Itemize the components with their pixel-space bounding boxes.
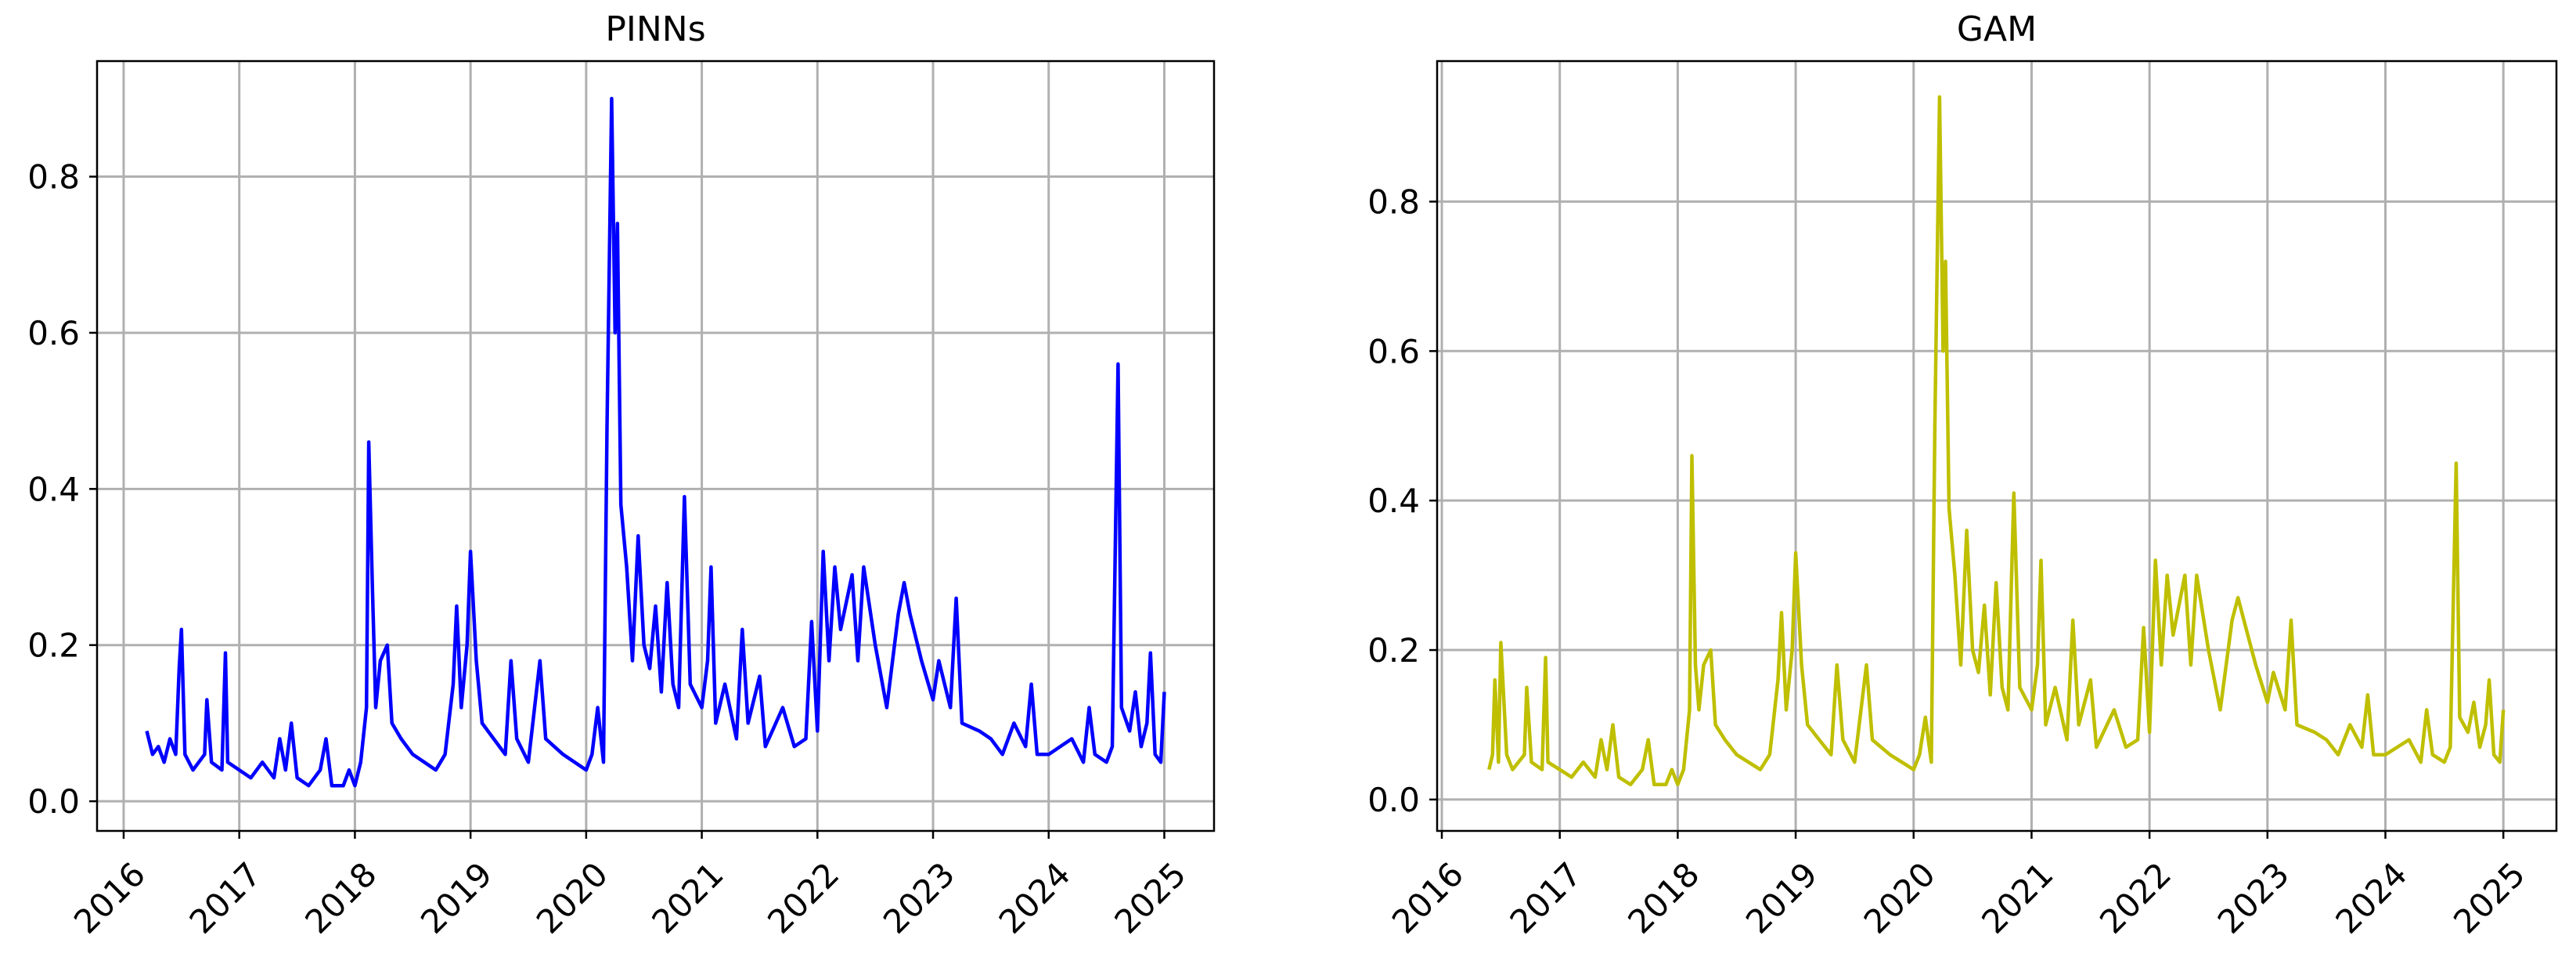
y-tick-label: 0.8 — [27, 158, 80, 197]
x-tick-label: 2019 — [1738, 854, 1825, 941]
axes-frame — [1436, 60, 2558, 832]
y-tick-label: 0.0 — [27, 782, 80, 821]
axes-frame — [95, 60, 1216, 832]
x-tick-label: 2024 — [2328, 854, 2414, 941]
x-tick-label: 2022 — [760, 854, 846, 941]
x-tick-label: 2025 — [2446, 854, 2532, 941]
x-tick-label: 2017 — [1503, 854, 1589, 941]
x-tick-label: 2020 — [1857, 854, 1943, 941]
x-tick-label: 2018 — [1620, 854, 1706, 941]
y-tick-label: 0.8 — [1367, 182, 1420, 221]
y-tick-label: 0.6 — [1367, 332, 1420, 370]
x-tick-label: 2016 — [1385, 854, 1471, 941]
x-tick-label: 2016 — [67, 854, 153, 941]
y-tick-label: 0.4 — [27, 470, 80, 508]
x-tick-label: 2017 — [182, 854, 268, 941]
y-tick-label: 0.4 — [1367, 482, 1420, 520]
x-tick-label: 2023 — [876, 854, 962, 941]
x-tick-label: 2022 — [2092, 854, 2178, 941]
data-line — [1487, 95, 2506, 787]
chart-title: PINNs — [605, 9, 705, 49]
y-tick-label: 0.6 — [27, 314, 80, 352]
y-tick-label: 0.2 — [1367, 631, 1420, 670]
y-tick-label: 0.0 — [1367, 781, 1420, 819]
x-tick-label: 2024 — [992, 854, 1078, 941]
x-tick-label: 2023 — [2210, 854, 2297, 941]
data-line — [145, 96, 1166, 788]
x-tick-label: 2025 — [1107, 854, 1193, 941]
chart-title: GAM — [1957, 9, 2037, 49]
x-tick-label: 2018 — [297, 854, 384, 941]
x-tick-label: 2021 — [1974, 854, 2060, 941]
x-tick-label: 2020 — [529, 854, 615, 941]
y-tick-label: 0.2 — [27, 627, 80, 665]
x-tick-label: 2021 — [644, 854, 730, 941]
x-tick-label: 2019 — [413, 854, 499, 941]
